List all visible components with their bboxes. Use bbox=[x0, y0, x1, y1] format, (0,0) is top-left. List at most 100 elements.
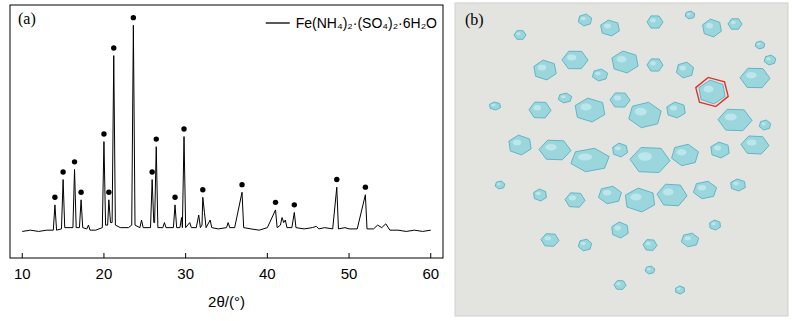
panel-label: (a) bbox=[18, 10, 36, 28]
crystal bbox=[685, 11, 694, 19]
peak-marker bbox=[111, 45, 116, 50]
legend-swatch bbox=[266, 22, 290, 23]
crystal-highlight bbox=[630, 193, 641, 200]
crystal bbox=[699, 80, 725, 104]
crystal-highlight bbox=[746, 72, 757, 79]
crystal-highlight bbox=[581, 242, 586, 246]
crystal-highlight bbox=[650, 18, 656, 22]
crystal bbox=[489, 102, 500, 110]
crystal-highlight bbox=[545, 236, 551, 240]
crystal bbox=[514, 31, 526, 40]
peak-marker bbox=[72, 159, 77, 164]
crystal-highlight bbox=[677, 288, 681, 290]
crystal bbox=[759, 120, 770, 130]
x-tick-label: 50 bbox=[341, 265, 358, 282]
crystal bbox=[630, 148, 670, 173]
peak-marker bbox=[334, 177, 339, 182]
crystal bbox=[625, 188, 654, 212]
x-tick bbox=[185, 253, 186, 258]
crystal bbox=[610, 93, 630, 107]
crystal bbox=[534, 189, 547, 201]
peak-marker bbox=[292, 202, 297, 207]
crystal bbox=[728, 19, 742, 29]
crystal bbox=[718, 109, 752, 130]
crystal-highlight bbox=[747, 140, 757, 146]
peak-marker bbox=[101, 131, 106, 136]
crystal bbox=[672, 144, 699, 165]
x-tick-label: 30 bbox=[177, 265, 194, 282]
crystal bbox=[558, 93, 571, 103]
x-tick bbox=[430, 253, 431, 258]
crystal-highlight bbox=[677, 149, 687, 156]
x-tick-label: 10 bbox=[14, 265, 31, 282]
crystal-highlight bbox=[650, 61, 656, 65]
crystal bbox=[565, 193, 585, 207]
crystal-highlight bbox=[615, 146, 621, 150]
crystal-highlight bbox=[567, 55, 576, 61]
figure: 1020304050602θ/(°)(a)Fe(NH₄)₂·(SO₄)₂·6H₂… bbox=[0, 0, 792, 321]
crystal-highlight bbox=[731, 21, 736, 25]
crystal-highlight bbox=[725, 113, 737, 120]
crystal-highlight bbox=[513, 140, 521, 146]
crystal bbox=[740, 68, 770, 87]
crystal bbox=[509, 135, 531, 155]
peak-marker bbox=[239, 182, 244, 187]
crystal bbox=[578, 239, 591, 251]
crystal bbox=[711, 142, 729, 158]
peak-marker bbox=[200, 187, 205, 192]
crystal-highlight bbox=[533, 105, 541, 110]
crystal-highlight bbox=[614, 96, 621, 101]
crystal bbox=[731, 179, 746, 191]
peak-marker bbox=[106, 190, 111, 195]
crystal-highlight bbox=[711, 222, 715, 225]
crystal-highlight bbox=[595, 72, 601, 76]
x-tick bbox=[349, 253, 350, 258]
crystal-highlight bbox=[497, 183, 501, 185]
crystal-highlight bbox=[561, 95, 566, 98]
x-tick bbox=[22, 253, 23, 258]
crystal-highlight bbox=[687, 13, 691, 15]
crystal-highlight bbox=[617, 56, 627, 63]
crystal-highlight bbox=[757, 43, 761, 45]
crystal bbox=[592, 69, 607, 81]
crystal bbox=[643, 240, 657, 251]
x-axis-title: 2θ/(°) bbox=[208, 293, 245, 310]
crystal-highlight bbox=[714, 146, 721, 151]
x-tick bbox=[267, 253, 268, 258]
crystal-highlight bbox=[536, 192, 541, 196]
crystal-highlight bbox=[638, 152, 652, 160]
peak-marker bbox=[181, 126, 186, 131]
crystal bbox=[677, 62, 694, 78]
crystal-highlight bbox=[635, 108, 647, 116]
panel-label: (b) bbox=[465, 11, 484, 29]
data-group bbox=[22, 15, 431, 231]
crystal bbox=[613, 143, 628, 157]
peak-marker bbox=[273, 200, 278, 205]
crystal bbox=[755, 41, 764, 49]
crystal bbox=[645, 266, 655, 274]
crystal bbox=[578, 14, 591, 26]
crystal bbox=[539, 140, 571, 160]
crystal bbox=[562, 51, 588, 68]
crystal bbox=[612, 222, 628, 238]
crystal bbox=[710, 220, 721, 230]
crystal bbox=[693, 181, 716, 198]
plot-frame bbox=[10, 5, 443, 258]
crystal bbox=[629, 102, 661, 127]
crystal-highlight bbox=[685, 236, 691, 240]
crystal-highlight bbox=[670, 106, 677, 111]
crystal-highlight bbox=[647, 268, 651, 270]
crystal-highlight bbox=[545, 144, 556, 151]
crystal-highlight bbox=[616, 282, 620, 285]
x-tick-label: 60 bbox=[422, 265, 439, 282]
crystal bbox=[601, 20, 620, 36]
crystal bbox=[534, 60, 556, 80]
crystal bbox=[529, 102, 551, 118]
crystal bbox=[647, 59, 663, 71]
crystal-highlight bbox=[538, 65, 546, 71]
crystal-highlight bbox=[704, 85, 714, 92]
peak-marker bbox=[149, 169, 154, 174]
crystal bbox=[495, 181, 505, 189]
crystal bbox=[676, 286, 685, 294]
peak-marker bbox=[172, 195, 177, 200]
